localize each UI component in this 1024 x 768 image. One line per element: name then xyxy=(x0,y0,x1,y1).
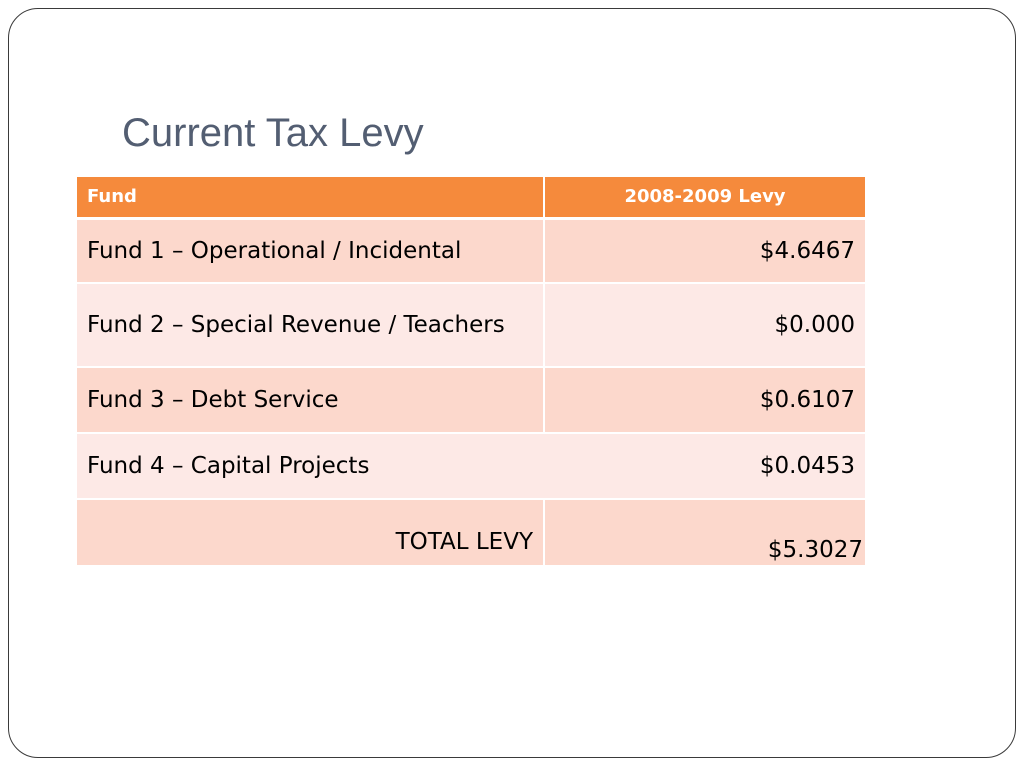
table-row: Fund 1 – Operational / Incidental $4.646… xyxy=(77,218,865,284)
levy-value-cell: $0.6107 xyxy=(544,367,865,434)
table-header-row: Fund 2008-2009 Levy xyxy=(77,177,865,220)
fund-name-cell: Fund 3 – Debt Service xyxy=(77,367,545,434)
slide-title: Current Tax Levy xyxy=(122,111,424,155)
fund-name-cell: Fund 2 – Special Revenue / Teachers xyxy=(77,283,545,368)
total-value: $5.3027 xyxy=(544,498,865,565)
table-row: Fund 3 – Debt Service $0.6107 xyxy=(77,367,865,434)
levy-value-cell: $0.000 xyxy=(544,283,865,368)
levy-value-cell: $4.6467 xyxy=(544,218,865,284)
table-row: Fund 2 – Special Revenue / Teachers $0.0… xyxy=(77,283,865,368)
header-fund: Fund xyxy=(77,177,545,220)
total-label: TOTAL LEVY xyxy=(77,499,545,565)
fund-name-cell: Fund 1 – Operational / Incidental xyxy=(77,218,545,284)
header-levy: 2008-2009 Levy xyxy=(544,177,865,220)
levy-table: Fund 2008-2009 Levy Fund 1 – Operational… xyxy=(77,177,865,565)
levy-value-cell: $0.0453 xyxy=(544,433,865,500)
fund-name-cell: Fund 4 – Capital Projects xyxy=(77,433,545,500)
total-row: TOTAL LEVY $5.3027 xyxy=(77,498,865,565)
table-row: Fund 4 – Capital Projects $0.0453 xyxy=(77,433,865,500)
